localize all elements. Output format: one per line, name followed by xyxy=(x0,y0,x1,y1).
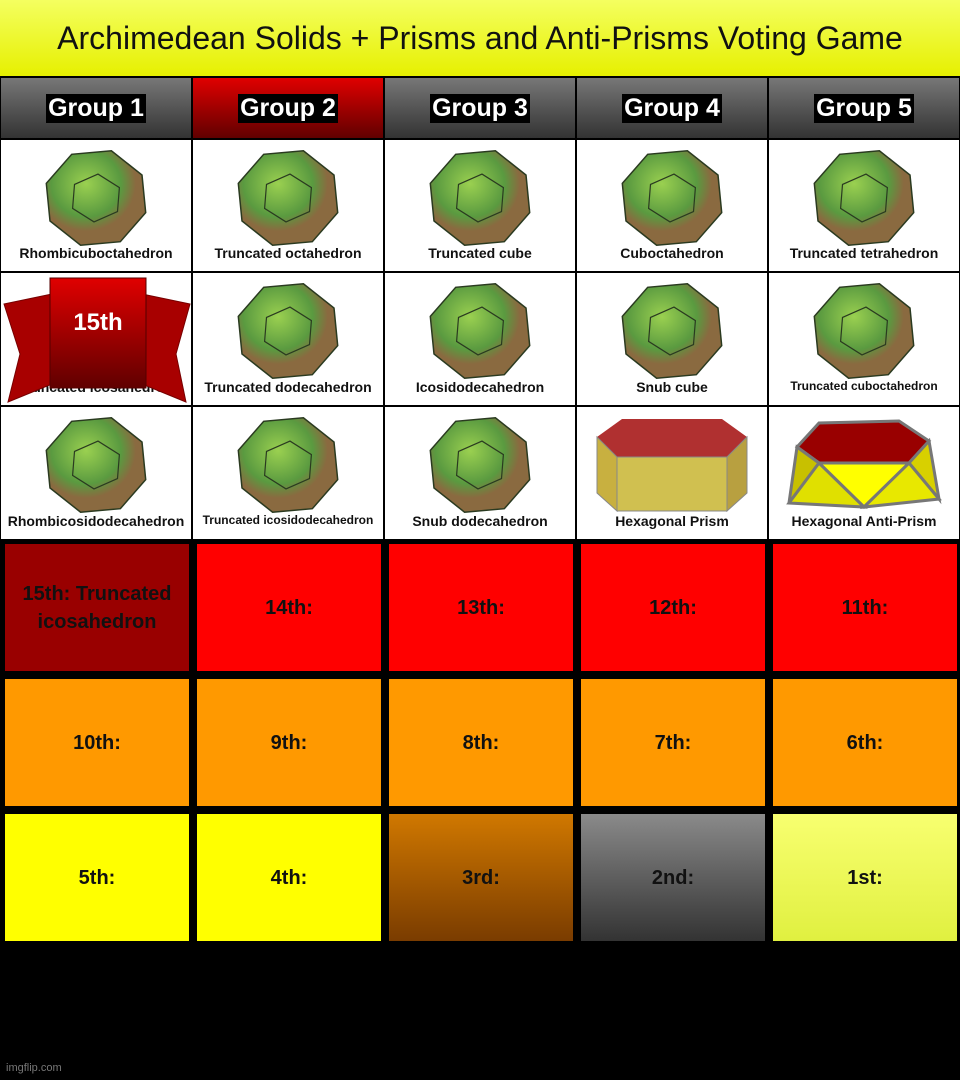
solid-cell: Truncated icosidodecahedron xyxy=(193,407,383,539)
rank-slot: 11th: xyxy=(773,544,957,671)
solid-cell: Truncated cuboctahedron xyxy=(769,273,959,405)
rank-slot: 4th: xyxy=(197,814,381,941)
banner-text: 15th xyxy=(73,309,122,336)
solid-label: Truncated tetrahedron xyxy=(789,245,939,261)
solid-label: Snub dodecahedron xyxy=(412,513,548,529)
solid-cell: Truncated dodecahedron xyxy=(193,273,383,405)
solid-label: Rhombicosidodecahedron xyxy=(7,513,185,529)
group-label: Group 3 xyxy=(430,93,530,123)
solid-cell: Snub cube xyxy=(577,273,767,405)
banner: 15th xyxy=(3,277,191,403)
solid-label: Truncated dodecahedron xyxy=(204,379,372,395)
solid-image xyxy=(237,283,339,379)
solid-label: Truncated octahedron xyxy=(214,245,362,261)
title: Archimedean Solids + Prisms and Anti-Pri… xyxy=(0,0,960,76)
group-header: Group 5 xyxy=(769,78,959,138)
solid-image xyxy=(237,417,339,513)
group-label: Group 5 xyxy=(814,93,914,123)
solid-label: Hexagonal Prism xyxy=(615,513,729,529)
solid-label: Rhombicuboctahedron xyxy=(19,245,173,261)
group-label: Group 1 xyxy=(46,93,146,123)
solid-cell: Rhombicuboctahedron xyxy=(1,140,191,271)
group-header: Group 1 xyxy=(1,78,191,138)
rank-slot: 9th: xyxy=(197,679,381,806)
solid-label: Icosidodecahedron xyxy=(415,379,545,395)
rank-slot: 6th: xyxy=(773,679,957,806)
solid-label: Truncated icosidodecahedron xyxy=(202,513,374,527)
solid-cell: Truncated octahedron xyxy=(193,140,383,271)
solid-image xyxy=(45,150,147,246)
rank-slot: 10th: xyxy=(5,679,189,806)
solid-image xyxy=(596,419,748,513)
solid-image xyxy=(45,417,147,513)
solid-image xyxy=(429,417,531,513)
group-label: Group 2 xyxy=(238,93,338,123)
rank-slot: 8th: xyxy=(389,679,573,806)
rank-slot: 5th: xyxy=(5,814,189,941)
solid-cell: Hexagonal Anti-Prism xyxy=(769,407,959,539)
group-header: Group 3 xyxy=(385,78,575,138)
solid-image xyxy=(429,150,531,246)
solid-image xyxy=(429,283,531,379)
solid-image xyxy=(621,150,723,246)
rank-slot: 14th: xyxy=(197,544,381,671)
solid-cell: Hexagonal Prism xyxy=(577,407,767,539)
solid-label: Hexagonal Anti-Prism xyxy=(791,513,937,529)
solid-cell: Snub dodecahedron xyxy=(385,407,575,539)
rank-slot: 13th: xyxy=(389,544,573,671)
solid-cell: Truncated cube xyxy=(385,140,575,271)
watermark: imgflip.com xyxy=(6,1062,62,1074)
group-header: Group 2 xyxy=(193,78,383,138)
rank-slot: 3rd: xyxy=(389,814,573,941)
rank-slot: 2nd: xyxy=(581,814,765,941)
solid-cell: Cuboctahedron xyxy=(577,140,767,271)
solid-label: Cuboctahedron xyxy=(620,245,724,261)
group-header: Group 4 xyxy=(577,78,767,138)
solid-cell: Truncated tetrahedron xyxy=(769,140,959,271)
rank-slot: 7th: xyxy=(581,679,765,806)
solid-image xyxy=(813,150,915,246)
solid-label: Snub cube xyxy=(636,379,708,395)
solid-cell: Rhombicosidodecahedron xyxy=(1,407,191,539)
solid-label: Truncated cuboctahedron xyxy=(790,379,938,393)
rank-slot: 1st: xyxy=(773,814,957,941)
solid-image xyxy=(786,419,942,510)
group-label: Group 4 xyxy=(622,93,722,123)
solid-cell: Icosidodecahedron xyxy=(385,273,575,405)
solid-label: Truncated cube xyxy=(428,245,532,261)
rank-slot: 12th: xyxy=(581,544,765,671)
solid-image xyxy=(237,150,339,246)
solid-image xyxy=(813,283,915,379)
solid-image xyxy=(621,283,723,379)
rank-slot: 15th: Truncated icosahedron xyxy=(5,544,189,671)
